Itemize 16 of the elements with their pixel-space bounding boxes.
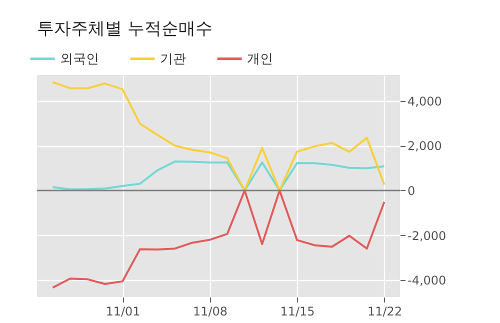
y-tick-label: 0 bbox=[408, 184, 416, 198]
y-tick-label: -4,000 bbox=[408, 274, 446, 288]
x-tick-label: 11/22 bbox=[367, 304, 402, 318]
x-tick-label: 11/01 bbox=[106, 304, 140, 318]
legend-label: 개인 bbox=[247, 52, 273, 67]
x-tick-label: 11/08 bbox=[192, 304, 228, 318]
line-series bbox=[52, 189, 386, 289]
y-tick-label: 4,000 bbox=[408, 94, 442, 108]
line-series bbox=[52, 160, 386, 192]
y-tick-label: 2,000 bbox=[408, 139, 442, 154]
y-tick-label: -2,000 bbox=[408, 228, 446, 243]
legend-label: 외국인 bbox=[60, 52, 99, 67]
line-series bbox=[52, 81, 386, 192]
chart-title: 투자주체별 누적순매수 bbox=[37, 19, 212, 39]
x-tick-label: 11/15 bbox=[280, 304, 315, 318]
legend-label: 기관 bbox=[160, 52, 186, 67]
